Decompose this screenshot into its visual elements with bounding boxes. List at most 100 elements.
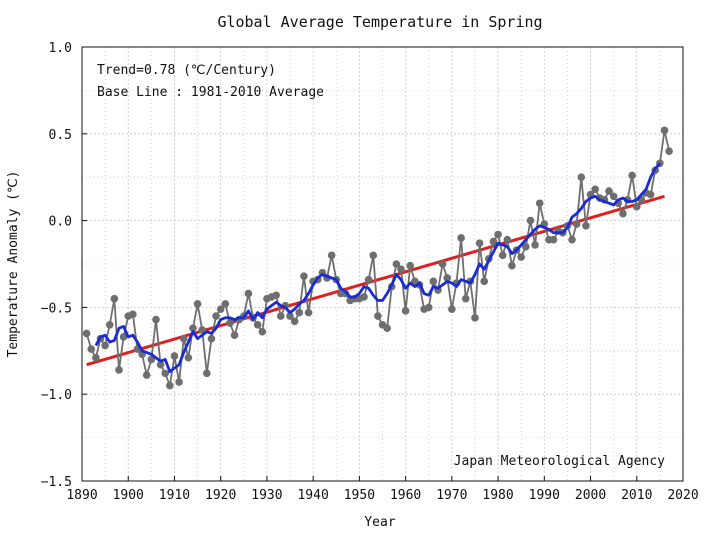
annual-point bbox=[110, 294, 119, 303]
annual-point bbox=[374, 312, 382, 320]
running-mean-line bbox=[94, 162, 661, 374]
annual-line bbox=[85, 130, 671, 390]
annual-point bbox=[609, 192, 618, 201]
annual-point bbox=[383, 324, 391, 333]
x-tick-label: 1960 bbox=[390, 488, 421, 503]
annual-point bbox=[475, 239, 484, 247]
x-axis-title: Year bbox=[364, 515, 395, 530]
annual-point bbox=[198, 326, 206, 334]
annual-point bbox=[438, 260, 447, 268]
x-tick-label: 1890 bbox=[66, 488, 97, 503]
plot-frame bbox=[81, 46, 684, 482]
annual-point bbox=[147, 355, 156, 364]
annual-point bbox=[364, 275, 373, 284]
annual-point bbox=[619, 209, 627, 218]
annual-series bbox=[82, 126, 673, 390]
annual-point bbox=[582, 222, 590, 230]
annual-point bbox=[115, 366, 123, 374]
y-tick-label: 1.0 bbox=[49, 41, 72, 56]
x-tick-label: 1900 bbox=[113, 488, 144, 503]
annual-point bbox=[92, 353, 100, 362]
annual-point bbox=[429, 277, 438, 286]
annual-point bbox=[156, 360, 165, 369]
y-axis-title: Temperature Anomaly (℃) bbox=[6, 171, 21, 358]
x-tick-label: 2010 bbox=[621, 488, 652, 503]
x-tick-label: 2000 bbox=[575, 488, 606, 503]
annual-point bbox=[212, 312, 220, 320]
annual-point bbox=[480, 277, 489, 286]
annual-point bbox=[179, 334, 188, 343]
annual-point bbox=[207, 334, 216, 343]
annual-point bbox=[87, 345, 96, 353]
annual-point bbox=[406, 261, 415, 270]
annual-point bbox=[517, 253, 525, 261]
annual-point bbox=[258, 327, 267, 336]
x-tick-label: 1920 bbox=[205, 488, 236, 503]
annual-point bbox=[290, 317, 299, 326]
annual-point bbox=[632, 202, 641, 211]
x-tick-label: 2020 bbox=[667, 488, 698, 503]
annual-point bbox=[300, 272, 308, 280]
annual-point bbox=[105, 320, 114, 329]
annual-point bbox=[295, 308, 304, 317]
annual-point bbox=[142, 371, 151, 379]
x-tick-label: 1950 bbox=[344, 488, 375, 503]
x-tick-label: 1940 bbox=[297, 488, 328, 503]
annual-point bbox=[272, 291, 280, 300]
annual-point bbox=[230, 331, 239, 339]
x-tick-label: 1990 bbox=[529, 488, 560, 503]
annual-point bbox=[129, 310, 137, 319]
annual-point bbox=[443, 274, 452, 282]
annual-point bbox=[216, 305, 225, 313]
y-tick-label: −1.5 bbox=[41, 475, 72, 490]
baseline-annotation: Base Line : 1981-2010 Average bbox=[97, 85, 324, 100]
annual-point bbox=[572, 220, 581, 228]
axis-ticks: 1890 1900 1910 1920 1930 1940 1950 1960 1970 1980… bbox=[41, 41, 699, 503]
annual-point bbox=[660, 126, 669, 135]
annual-point bbox=[360, 293, 368, 301]
annual-point bbox=[646, 190, 655, 199]
annual-point bbox=[369, 251, 378, 260]
annual-point bbox=[170, 352, 179, 360]
trend-annotation: Trend=0.78 (℃/Century) bbox=[97, 63, 276, 78]
annual-point bbox=[591, 185, 599, 194]
annual-point bbox=[152, 315, 160, 324]
annual-point bbox=[461, 294, 470, 303]
annual-point bbox=[526, 216, 535, 225]
annual-point bbox=[304, 308, 313, 317]
annual-point bbox=[221, 300, 230, 308]
x-tick-label: 1930 bbox=[251, 488, 282, 503]
annual-point bbox=[665, 147, 673, 155]
x-tick-label: 1980 bbox=[482, 488, 513, 503]
annual-point bbox=[166, 381, 174, 390]
y-tick-label: −0.5 bbox=[41, 301, 72, 316]
annual-point bbox=[276, 312, 285, 320]
annual-point bbox=[286, 312, 294, 320]
annual-point bbox=[226, 319, 234, 327]
annual-point bbox=[203, 369, 211, 378]
annual-point bbox=[253, 320, 262, 329]
annual-point bbox=[549, 235, 558, 244]
y-tick-label: −1.0 bbox=[41, 388, 72, 403]
annual-point bbox=[535, 199, 544, 208]
annual-point bbox=[522, 242, 530, 251]
chart-title: Global Average Temperature in Spring bbox=[217, 13, 542, 31]
grid bbox=[82, 47, 683, 481]
annual-point bbox=[471, 314, 479, 322]
annual-point bbox=[327, 251, 336, 260]
annual-point bbox=[119, 333, 128, 341]
annual-point bbox=[489, 237, 498, 246]
annual-point bbox=[494, 230, 502, 239]
y-tick-label: 0.0 bbox=[49, 215, 72, 230]
source-annotation: Japan Meteorological Agency bbox=[454, 454, 665, 469]
annual-point bbox=[392, 260, 401, 268]
annual-point bbox=[244, 289, 253, 298]
annual-point bbox=[503, 235, 512, 244]
annual-point bbox=[82, 329, 91, 338]
annual-point bbox=[101, 341, 109, 350]
annual-point bbox=[189, 324, 197, 333]
x-tick-label: 1910 bbox=[159, 488, 190, 503]
annual-point bbox=[577, 173, 586, 181]
